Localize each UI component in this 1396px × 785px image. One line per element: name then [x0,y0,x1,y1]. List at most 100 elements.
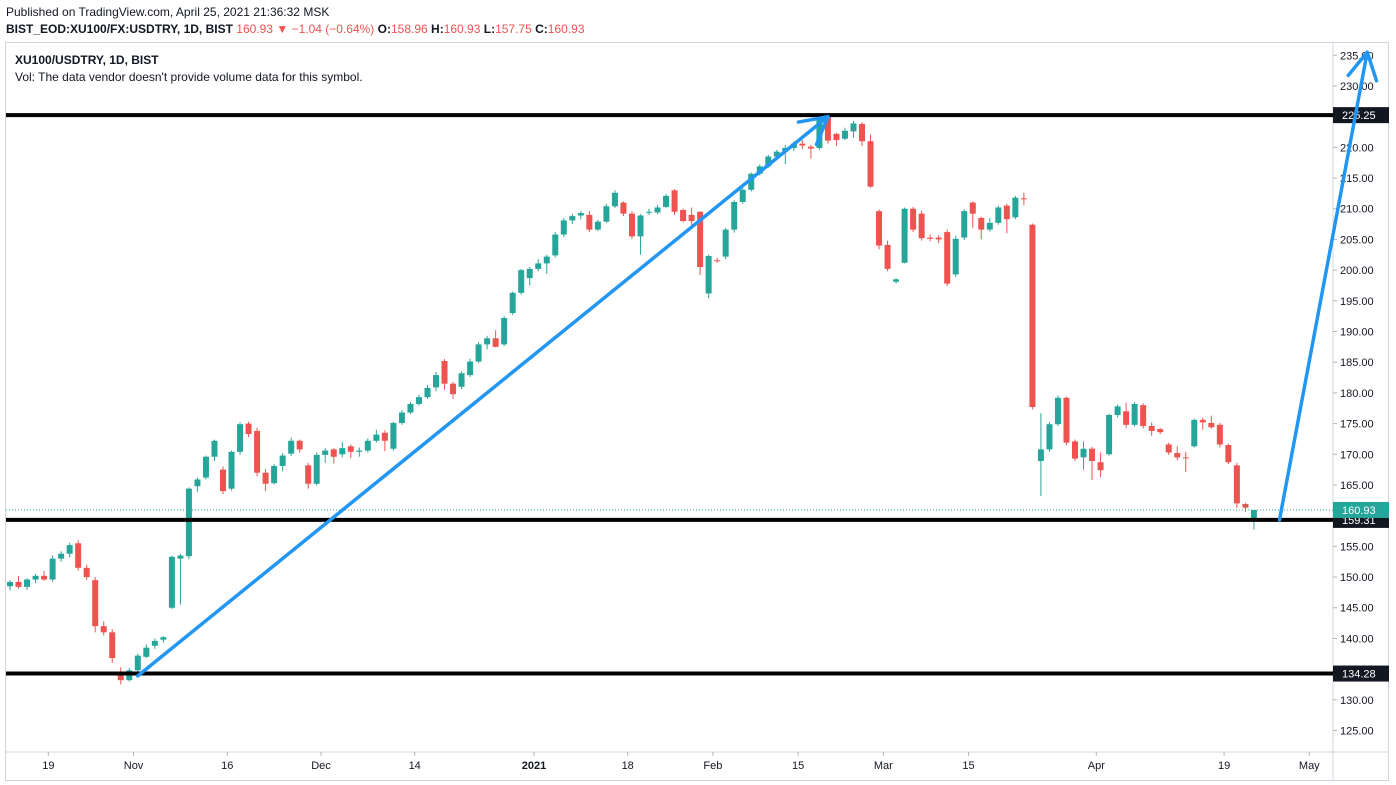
candle-body [884,244,891,269]
candle-body [978,217,985,230]
candle-body [671,190,678,212]
candle-body [1106,414,1113,455]
candle-body [381,432,388,441]
candle-body [1174,453,1181,458]
level-price-label: 225.25 [1342,110,1376,122]
candle-body [467,361,474,376]
candle-body [75,543,82,568]
candle-body [952,238,959,275]
x-tick-label: May [1299,760,1320,772]
y-tick-label: 210.00 [1340,204,1374,216]
candle-body [1225,445,1232,463]
candle-body [628,213,635,237]
candle-body [109,632,116,659]
candle-body [594,221,601,230]
candle-body [918,213,925,239]
candle-body [867,141,874,187]
candle-body [296,440,303,450]
y-tick-label: 125.00 [1340,726,1374,738]
candle-body [850,123,857,132]
candle-body [705,256,712,294]
x-tick-label: Apr [1088,760,1105,772]
trend-arrow-head [796,114,830,147]
y-tick-label: 155.00 [1340,541,1374,553]
candle-body [450,383,457,395]
candle-body [1114,406,1121,415]
candle-body [526,268,533,279]
candle-body [373,434,380,441]
candle-body [211,440,218,457]
candle-body [1046,424,1053,450]
candle-body [969,202,976,214]
x-tick-label: 16 [221,760,233,772]
candle-body [364,440,371,451]
level-price-tag [1333,665,1389,682]
candle-body [288,440,295,454]
candle-body [1097,462,1104,471]
x-tick-label: Nov [124,760,144,772]
candle-body [901,208,908,263]
candle-body [697,211,704,268]
candle-body [569,216,576,221]
x-tick-label: 15 [962,760,974,772]
candle-body [535,263,542,269]
candle-body [1191,419,1198,447]
low-label: L: [483,22,496,36]
candle-body [415,397,422,404]
candle-body [986,222,993,230]
candle-body [893,279,900,282]
trend-arrow-line [1277,50,1369,522]
candle-body [160,637,167,640]
chart-frame [5,42,1389,781]
candle-body [1182,457,1189,459]
candle-body [92,580,99,627]
x-tick-label: Dec [311,760,331,772]
candle-body [841,130,848,139]
candle-body [731,201,738,230]
level-price-tag [1333,107,1389,124]
candle-body [663,195,670,207]
candle-body [228,451,235,489]
candle-body [646,211,652,213]
candle-body [254,430,261,473]
x-tick-label: Feb [703,760,722,772]
y-tick-label: 170.00 [1340,449,1374,461]
candle-body [1148,426,1155,431]
candle-body [177,555,184,559]
candle-body [41,575,48,580]
candle-body [748,173,755,190]
candle-body [1054,397,1061,425]
candle-body [927,237,934,239]
candle-body [66,545,73,554]
candle-body [688,214,695,222]
candle-body [407,403,414,413]
y-tick-label: 180.00 [1340,388,1374,400]
candle-body [1157,429,1164,433]
candle-body [1063,397,1070,443]
candle-body [58,553,65,559]
candle-body [492,338,499,347]
candle-body [603,206,610,222]
candle-body [202,456,209,478]
close-value: 160.93 [547,22,585,36]
candle-body [518,270,525,293]
candle-body [424,387,431,398]
candle-body [577,213,584,216]
y-tick-label: 220.00 [1340,142,1374,154]
candle-body [1199,419,1206,423]
candle-body [1131,403,1138,425]
candle-body [799,143,806,146]
x-tick-label: 19 [42,760,54,772]
candle-body [995,207,1002,223]
last-price-tag-label: 160.93 [1342,505,1376,517]
candle-body [151,640,158,646]
y-tick-label: 205.00 [1340,234,1374,246]
change-value: −1.04 (−0.64%) [291,22,375,36]
candle-body [484,338,491,345]
candle-body [100,626,107,633]
candle-body [271,465,278,484]
volume-note: Vol: The data vendor doesn't provide vol… [15,70,363,84]
candle-body [356,450,363,452]
candle-body [1233,465,1240,504]
